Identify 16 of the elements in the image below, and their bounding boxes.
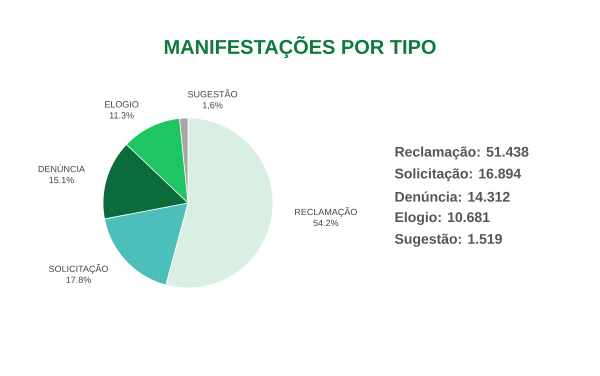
text: Sugestão: 1.519 (394, 234, 502, 247)
data-label: 15.1% (49, 176, 74, 184)
data-label: 17.8% (66, 276, 91, 284)
slice-label: SOLICITAÇÃO (48, 264, 108, 274)
text: Solicitação: 16.894 (394, 168, 522, 182)
slice-label: ELOGIO (105, 101, 138, 108)
slice-label: DENÚNCIA (38, 164, 85, 172)
slice-label: RECLAMAÇÃO (295, 207, 357, 217)
text: Elogio: 10.681 (395, 212, 490, 225)
data-label: 1,6% (202, 102, 222, 110)
text: Denúncia: 14.312 (395, 191, 510, 202)
chart-title: MANIFESTAÇÕES POR TIPO (164, 36, 436, 58)
data-label: 54.2% (313, 220, 338, 226)
slice-label: SUGESTÃO (188, 89, 238, 98)
data-label: 11.3% (110, 112, 134, 119)
text: Reclamação: 51.438 (395, 146, 528, 160)
